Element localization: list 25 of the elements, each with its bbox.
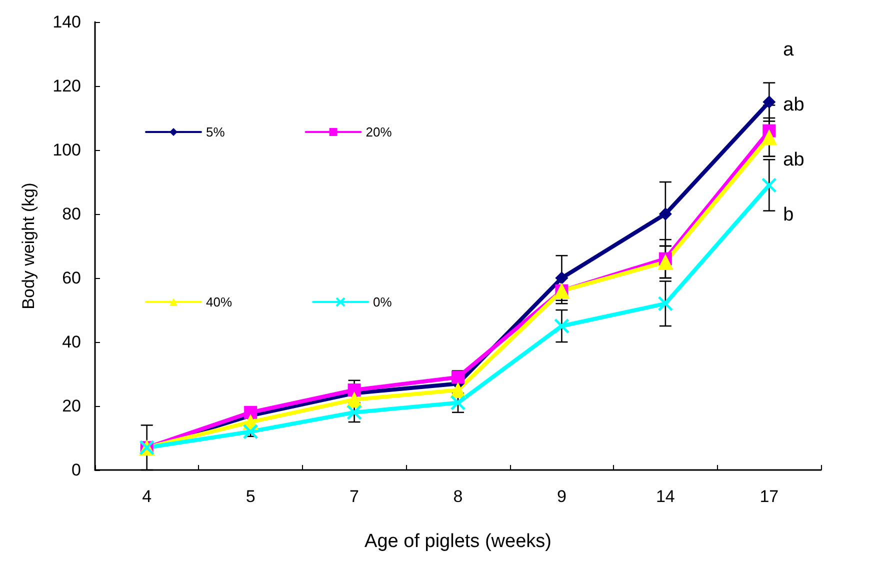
x-tick-label: 7 [350,487,360,506]
legend-label: 20% [366,124,392,140]
annotation: ab [783,150,804,170]
y-tick-label: 100 [52,140,81,160]
x-tick-label: 17 [760,487,779,506]
x-tick-label: 5 [246,487,256,506]
annotation: a [783,40,794,60]
y-axis-title: Body weight (kg) [19,182,38,310]
legend-label: 5% [206,124,226,140]
annotation: b [783,204,794,226]
x-tick-label: 4 [142,487,152,506]
y-tick-label: 20 [62,396,81,416]
y-tick-label: 120 [52,76,81,96]
x-axis-title: Age of piglets (weeks) [364,531,552,552]
x-tick-label: 8 [453,487,463,506]
x-tick-label: 14 [656,487,675,506]
y-tick-label: 60 [62,268,81,288]
legend-label: 0% [373,294,392,310]
annotation: ab [783,94,804,116]
y-tick-label: 140 [52,12,81,32]
y-tick-label: 0 [72,460,81,480]
y-tick-label: 80 [62,204,81,224]
x-tick-label: 9 [556,487,566,506]
y-tick-label: 40 [62,332,81,352]
legend-label: 40% [206,294,232,310]
